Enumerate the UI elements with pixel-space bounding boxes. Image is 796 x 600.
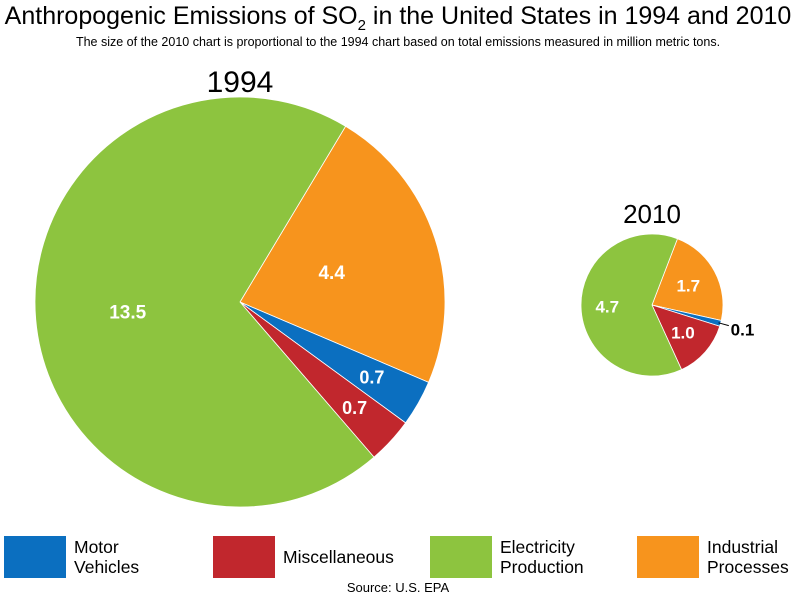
legend-swatch-industrial-processes [637, 536, 699, 578]
legend-label-motor-vehicles: Motor Vehicles [74, 536, 139, 578]
legend-swatch-miscellaneous [213, 536, 275, 578]
pie-slice-2010-miscellaneous [651, 304, 721, 371]
legend-text-line: Miscellaneous [283, 547, 394, 567]
pie-1994: 1994 4.4 0.7 0.7 13.5 [34, 66, 446, 508]
legend-text-line: Motor [74, 537, 119, 557]
pie-slice-1994-electricity-production [34, 96, 375, 508]
legend-text-line: Industrial [707, 537, 779, 557]
legend-label-industrial-processes: Industrial Processes [707, 536, 789, 578]
legend-text-line: Electricity [500, 537, 575, 557]
pie-label-1994-miscellaneous: 0.7 [342, 398, 367, 418]
legend-swatch-electricity-production [430, 536, 492, 578]
pie-label-2010-motor-vehicles: 0.1 [731, 320, 755, 339]
chart-subtitle: The size of the 2010 chart is proportion… [75, 35, 721, 49]
pie-label-2010-industrial-processes: 1.7 [676, 277, 700, 296]
legend-text-line: Production [500, 557, 584, 577]
legend-text-line: Processes [707, 557, 789, 577]
pie-slice-1994-industrial-processes [239, 125, 446, 383]
title-main: Anthropogenic Emissions of SO [4, 2, 358, 30]
legend-swatch-motor-vehicles [4, 536, 66, 578]
legend-text-line: Vehicles [74, 557, 140, 577]
pie-slice-2010-electricity-production [580, 233, 683, 377]
pie-title-1994: 1994 [207, 66, 274, 99]
legend-label-miscellaneous: Miscellaneous [283, 536, 394, 578]
pie-label-2010-electricity-production: 4.7 [595, 298, 619, 317]
pie-leader-line-2010-motor-vehicles [718, 322, 729, 327]
title-subscript: 2 [357, 17, 366, 34]
pie-charts: 1994 4.4 0.7 0.7 13.5 2010 1.7 0.1 1.0 4.7 [34, 66, 755, 508]
chart-title: Anthropogenic Emissions of SO2 in the Un… [0, 2, 796, 34]
pie-label-1994-electricity-production: 13.5 [109, 303, 146, 324]
pie-label-1994-motor-vehicles: 0.7 [359, 367, 384, 387]
legend-label-electricity-production: Electricity Production [500, 536, 584, 578]
source-note: Source: U.S. EPA [346, 580, 450, 595]
title-rest: in the United States in 1994 and 2010 [365, 2, 792, 30]
pie-title-2010: 2010 [623, 199, 681, 229]
pie-label-1994-industrial-processes: 4.4 [318, 263, 345, 284]
pie-label-2010-miscellaneous: 1.0 [671, 323, 695, 342]
pie-2010: 2010 1.7 0.1 1.0 4.7 [580, 199, 755, 377]
